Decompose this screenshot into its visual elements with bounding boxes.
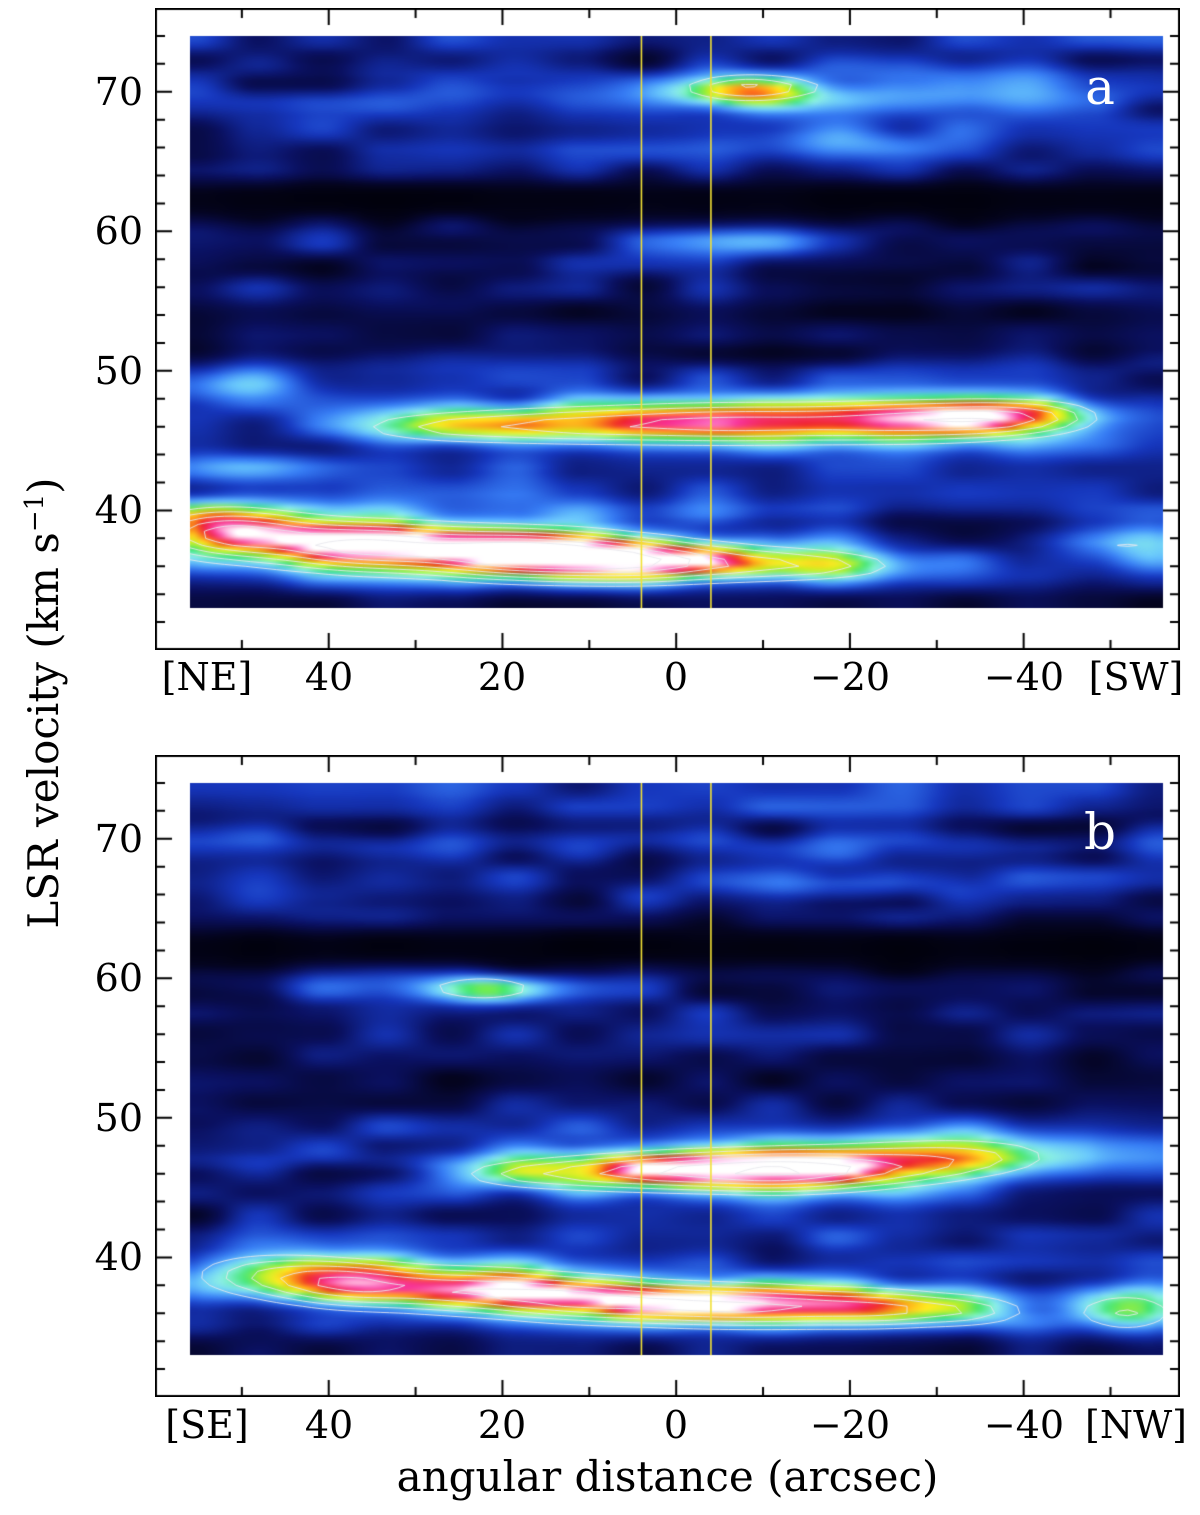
x-direction-label: [NW] <box>1085 1403 1187 1447</box>
pv-diagram-panel-b <box>155 755 1180 1397</box>
x-tick-label: 0 <box>663 1403 689 1447</box>
x-direction-label: [NE] <box>161 655 253 699</box>
panel-letter-b: b <box>1083 803 1116 861</box>
x-tick-label: 20 <box>477 1403 527 1447</box>
x-tick-label: −20 <box>809 655 891 699</box>
x-direction-label: [SE] <box>165 1403 249 1447</box>
x-tick-label: −20 <box>809 1403 891 1447</box>
y-axis-title-text: LSR velocity (km s <box>19 532 68 929</box>
y-tick-label: 70 <box>94 817 143 861</box>
x-tick-label: −40 <box>983 655 1065 699</box>
y-tick-label: 50 <box>94 349 143 393</box>
y-tick-label: 50 <box>94 1096 143 1140</box>
x-axis-title: angular distance (arcsec) <box>396 1452 939 1501</box>
y-tick-label: 40 <box>94 1235 143 1279</box>
y-tick-label: 60 <box>94 209 143 253</box>
x-tick-label: 40 <box>304 655 354 699</box>
x-tick-label: −40 <box>983 1403 1065 1447</box>
panel-letter-a: a <box>1085 58 1115 116</box>
y-axis-title-superscript: −1 <box>20 493 50 533</box>
x-tick-label: 40 <box>304 1403 354 1447</box>
y-tick-label: 40 <box>94 488 143 532</box>
x-direction-label: [SW] <box>1088 655 1184 699</box>
x-tick-label: 20 <box>477 655 527 699</box>
x-tick-label: 0 <box>663 655 689 699</box>
y-axis-title: LSR velocity (km s−1) <box>19 253 68 1153</box>
pv-diagram-panel-a <box>155 8 1180 650</box>
y-tick-label: 70 <box>94 70 143 114</box>
y-tick-label: 60 <box>94 956 143 1000</box>
y-axis-title-close: ) <box>19 477 68 494</box>
